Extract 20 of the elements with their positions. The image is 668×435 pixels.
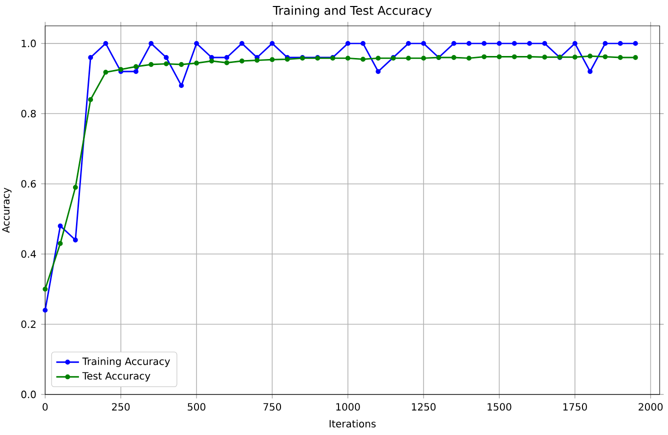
- x-tick-label: 500: [188, 402, 206, 411]
- y-axis-title: Accuracy: [2, 188, 12, 233]
- x-tick-label: 2000: [638, 402, 663, 411]
- x-tick-label: 750: [264, 402, 282, 411]
- y-tick-label: 0.0: [21, 390, 36, 398]
- y-tick-label: 0.6: [21, 180, 36, 188]
- chart-title: Training and Test Accuracy: [272, 6, 432, 18]
- x-tick-label: 0: [42, 402, 48, 411]
- x-tick-label: 1000: [336, 402, 360, 411]
- y-tick-label: 0.2: [21, 320, 36, 328]
- x-tick-label: 1250: [412, 402, 436, 411]
- x-axis-title: Iterations: [330, 420, 376, 428]
- x-tick-label: 1750: [563, 402, 587, 411]
- legend-label: Test Accuracy: [82, 372, 150, 382]
- y-tick-label: 1.0: [22, 40, 36, 48]
- x-tick-label: 250: [112, 402, 130, 411]
- x-tick-label: 1500: [488, 402, 512, 411]
- y-tick-label: 0.4: [21, 250, 36, 258]
- legend-label: Training Accuracy: [82, 357, 170, 367]
- y-tick-label: 0.8: [21, 110, 36, 118]
